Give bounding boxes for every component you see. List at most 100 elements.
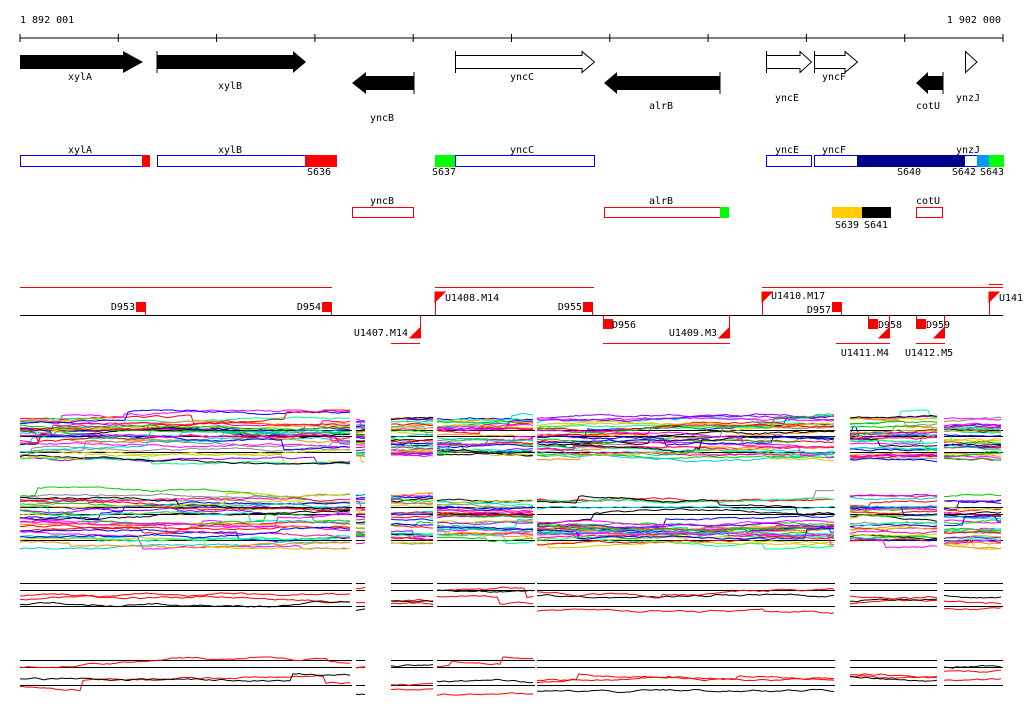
expression-line [355,527,366,529]
expression-line [390,504,434,508]
expression-line [19,540,351,550]
transcript-label: cotU [916,196,940,207]
expression-line [19,510,351,521]
expression-line [536,448,835,457]
expression-line [436,435,534,446]
gene-arrow-yncF[interactable] [814,50,859,74]
expression-line [536,452,835,460]
feature-U1408.M14[interactable] [434,291,447,315]
expression-line [436,589,534,593]
expression-line [943,538,1002,542]
expression-line [850,452,938,456]
feature-label: U1409.M3 [669,328,717,339]
gene-arrow-ynzJ[interactable] [965,50,978,74]
segment-S637[interactable] [435,155,455,167]
expression-line [390,438,434,442]
segment-S643[interactable] [989,155,1004,167]
gene-arrow-xylA[interactable] [20,51,143,73]
segment-S639[interactable] [832,207,862,218]
feature-U1409.M3[interactable] [717,315,730,339]
expression-line [943,506,1002,511]
expression-line [436,433,534,439]
gene-label: yncC [510,72,534,83]
gene-arrow-cotU[interactable] [916,72,943,94]
feature-U1410.M17[interactable] [761,291,774,315]
expression-line [849,436,938,441]
segment-S636[interactable] [305,155,337,167]
feature-label: D955 [558,302,582,313]
expression-line [19,674,351,692]
feature-D955[interactable] [583,302,593,312]
feature-D953[interactable] [136,302,146,312]
transcript-box[interactable] [157,155,306,167]
feature-D959[interactable] [916,319,926,329]
feature-label: U1408.M14 [445,293,499,304]
expression-line [943,499,1002,503]
expression-line [19,593,351,604]
gene-arrow-yncB[interactable] [352,72,414,94]
expression-line [355,523,366,525]
feature-U1413[interactable] [988,291,1001,315]
feature-U1412.M5[interactable] [932,315,945,339]
segment-block[interactable] [142,155,150,167]
expression-line [390,497,434,503]
gene-arrow-alrB[interactable] [604,72,720,94]
gene-arrow-yncE[interactable] [766,50,813,74]
segment-S640[interactable] [857,155,965,167]
transcript-label: xylA [68,145,92,156]
expression-line [355,586,366,590]
gene-arrow-yncC[interactable] [455,50,596,74]
gene-arrow-xylB[interactable] [157,51,306,73]
expression-line [355,497,366,499]
feature-U1411.M4[interactable] [877,315,890,339]
expression-line [943,536,1001,539]
segment-label: S636 [307,167,331,178]
expression-line [436,527,534,533]
transcript-box[interactable] [20,155,150,167]
expression-line [356,518,366,521]
feature-D956[interactable] [603,319,613,329]
expression-line [943,444,1002,448]
feature-D957[interactable] [832,302,842,312]
gene-label: yncB [370,113,394,124]
expression-line [943,439,1002,443]
expression-line [436,678,534,684]
segment-S641[interactable] [862,207,891,218]
expression-line [436,692,534,696]
feature-D954[interactable] [322,302,332,312]
position-ruler [19,34,1004,42]
expression-line [436,424,534,429]
expression-line [536,535,835,546]
expression-line [390,524,434,529]
segment-label: S637 [432,167,456,178]
transcript-box[interactable] [352,207,414,218]
feature-label: D956 [612,320,636,331]
transcript-box[interactable] [455,155,595,167]
expression-line [849,457,938,460]
expression-line [943,534,1002,546]
expression-line [355,434,366,437]
expression-line [355,428,366,432]
expression-line [19,409,350,425]
feature-U1407.M14[interactable] [408,315,421,339]
expression-line [355,693,366,696]
expression-panel-3 [19,583,1003,615]
segment-block[interactable] [720,207,729,218]
expression-line [355,666,366,669]
expression-line [849,676,938,682]
expression-line [943,519,1001,524]
expression-line [390,599,434,603]
transcript-box[interactable] [766,155,812,167]
segment-S642[interactable] [977,155,989,167]
expression-line [536,497,835,504]
transcript-box[interactable] [916,207,943,218]
feature-D958[interactable] [868,319,878,329]
expression-line [436,443,534,449]
expression-line [355,500,366,511]
transcript-box[interactable] [604,207,721,218]
expression-line [849,598,938,603]
expression-line [536,413,835,423]
expression-line [943,427,1002,431]
expression-line [355,509,366,512]
minus-strand-transcripts: yncB alrB S639 S641 cotU [352,196,943,231]
